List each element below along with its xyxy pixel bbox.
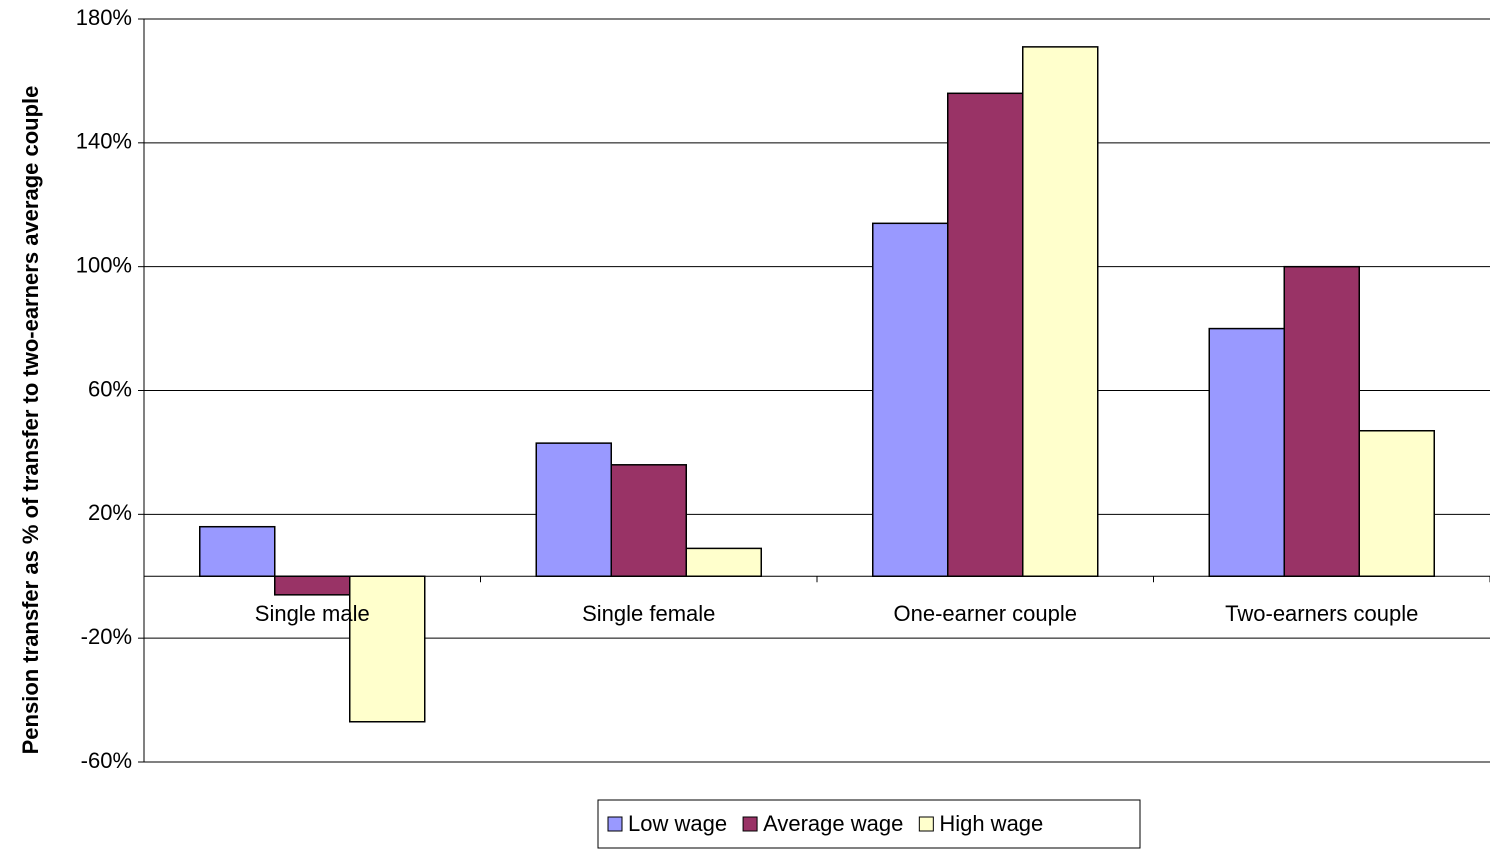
bar [199,525,276,578]
y-tick-label: 100% [76,252,132,277]
x-tick-label: Single male [255,601,370,626]
bar [872,222,949,577]
y-tick-label: -20% [81,624,132,649]
legend-label: Average wage [763,811,903,836]
legend-label: Low wage [628,811,727,836]
bar [1358,429,1435,577]
bar [1208,327,1285,578]
bar [535,442,612,578]
y-tick-label: 60% [88,376,132,401]
bar [1283,265,1360,577]
legend-swatch [742,816,758,832]
y-tick-label: -60% [81,748,132,773]
legend-box [597,799,1141,849]
y-tick-label: 140% [76,129,132,154]
y-tick-label: 20% [88,500,132,525]
legend-swatch [918,816,934,832]
bar [1022,46,1099,578]
bar [610,464,687,577]
bar [947,92,1024,578]
x-tick-label: One-earner couple [894,601,1077,626]
legend-label: High wage [939,811,1043,836]
x-tick-label: Single female [582,601,715,626]
x-tick-label: Two-earners couple [1225,601,1418,626]
y-tick-label: 180% [76,5,132,30]
bar [274,575,351,596]
y-axis-label: Pension transfer as % of transfer to two… [18,86,43,755]
legend-swatch [607,816,623,832]
bar [685,547,762,578]
bar [349,575,426,723]
